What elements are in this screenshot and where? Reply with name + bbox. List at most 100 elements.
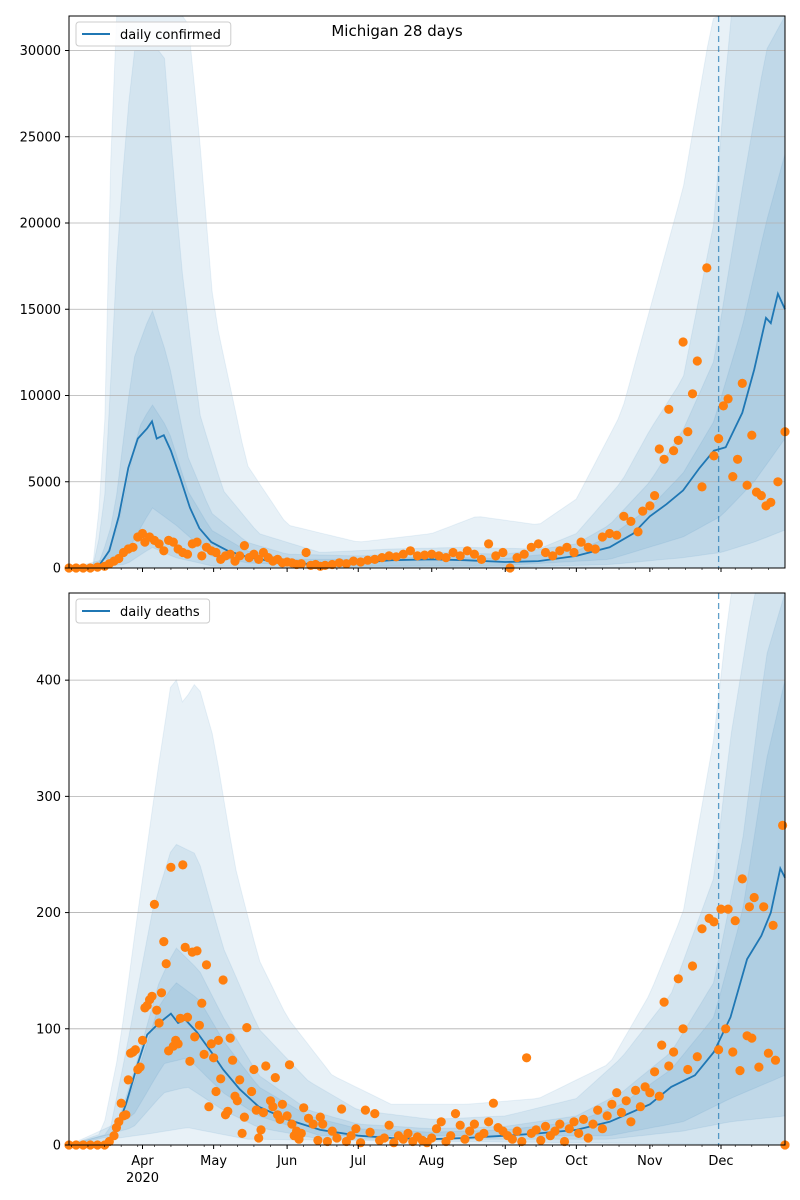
- deaths-points: [64, 820, 790, 1150]
- data-point: [683, 1064, 693, 1075]
- data-point: [555, 1119, 565, 1129]
- data-point: [370, 554, 380, 565]
- data-point: [128, 542, 138, 552]
- data-point: [192, 946, 202, 956]
- data-point: [631, 1085, 641, 1095]
- confirmed-x-ticks: [71, 568, 769, 572]
- data-point: [602, 1111, 612, 1121]
- data-point: [446, 1131, 456, 1141]
- data-point: [403, 1128, 413, 1138]
- data-point: [247, 1086, 257, 1097]
- data-point: [287, 1119, 297, 1129]
- deaths-y-ticks: 0 100 200 300 400: [36, 674, 69, 1154]
- data-point: [299, 1103, 309, 1113]
- data-point: [161, 959, 171, 969]
- data-point: [469, 1119, 479, 1129]
- data-point: [548, 551, 558, 561]
- data-point: [512, 553, 522, 563]
- data-point: [507, 1134, 517, 1144]
- data-point: [337, 1104, 347, 1114]
- data-point: [450, 1109, 461, 1119]
- data-point: [621, 1096, 631, 1106]
- data-point: [578, 1114, 589, 1124]
- data-point: [420, 550, 430, 560]
- y-tick-label: 5000: [28, 475, 61, 490]
- data-point: [152, 1005, 162, 1015]
- data-point: [199, 1049, 209, 1059]
- data-point: [332, 1133, 342, 1143]
- data-point: [517, 1136, 527, 1147]
- y-tick-label: 10000: [20, 389, 61, 404]
- data-point: [156, 988, 167, 998]
- y-tick-label: 100: [36, 1022, 61, 1037]
- data-point: [687, 389, 698, 399]
- data-point: [488, 1098, 498, 1108]
- y-tick-label: 0: [53, 1139, 61, 1154]
- data-point: [301, 547, 311, 558]
- data-point: [322, 1136, 332, 1147]
- data-point: [448, 547, 458, 558]
- data-point: [427, 549, 437, 559]
- data-point: [747, 1033, 757, 1043]
- data-point: [363, 555, 373, 565]
- data-point: [766, 497, 776, 507]
- y-tick-label: 0: [53, 562, 61, 577]
- data-point: [723, 394, 733, 404]
- data-point: [225, 549, 235, 559]
- data-point: [531, 1125, 541, 1135]
- data-point: [123, 1075, 133, 1085]
- data-point: [211, 547, 221, 558]
- data-point: [190, 1032, 200, 1042]
- data-point: [576, 537, 586, 547]
- data-point: [747, 430, 757, 440]
- data-point: [664, 404, 674, 414]
- data-point: [277, 1099, 287, 1109]
- data-point: [519, 549, 529, 559]
- data-point: [168, 537, 178, 547]
- confirmed-legend: daily confirmed: [75, 21, 232, 47]
- data-point: [678, 337, 688, 347]
- data-point: [121, 1110, 131, 1120]
- data-point: [370, 1109, 380, 1119]
- data-point: [678, 1024, 688, 1034]
- data-point: [251, 1105, 261, 1115]
- data-point: [194, 1020, 204, 1030]
- data-point: [723, 904, 733, 914]
- data-point: [334, 558, 344, 568]
- data-point: [173, 1039, 183, 1049]
- data-point: [206, 1039, 216, 1049]
- chart-title: Michigan 28 days: [331, 22, 462, 40]
- data-point: [360, 1105, 370, 1115]
- x-tick-label: Jun: [276, 1154, 297, 1169]
- data-point: [154, 539, 164, 549]
- data-point: [728, 472, 738, 482]
- data-point: [697, 482, 707, 492]
- data-point: [379, 1133, 389, 1143]
- y-tick-label: 200: [36, 906, 61, 921]
- data-point: [462, 546, 472, 556]
- data-point: [431, 1124, 442, 1134]
- data-point: [147, 991, 157, 1001]
- data-point: [659, 454, 669, 464]
- deaths-legend: daily deaths: [75, 598, 211, 624]
- data-point: [730, 916, 740, 926]
- x-tick-label: Sep: [493, 1154, 518, 1169]
- data-point: [687, 961, 698, 971]
- data-point: [550, 1126, 560, 1136]
- data-point: [638, 506, 648, 516]
- data-point: [633, 527, 643, 537]
- data-point: [313, 1135, 323, 1145]
- data-point: [228, 1055, 238, 1065]
- x-tick-label: Dec: [708, 1154, 733, 1169]
- data-point: [427, 1133, 437, 1143]
- data-point: [327, 1126, 337, 1136]
- data-point: [540, 1121, 551, 1131]
- data-point: [597, 1124, 608, 1134]
- data-point: [626, 1117, 636, 1127]
- x-tick-label: Oct: [565, 1154, 587, 1169]
- data-point: [356, 1138, 366, 1148]
- data-point: [484, 539, 494, 549]
- data-point: [718, 401, 729, 411]
- data-point: [460, 1134, 470, 1144]
